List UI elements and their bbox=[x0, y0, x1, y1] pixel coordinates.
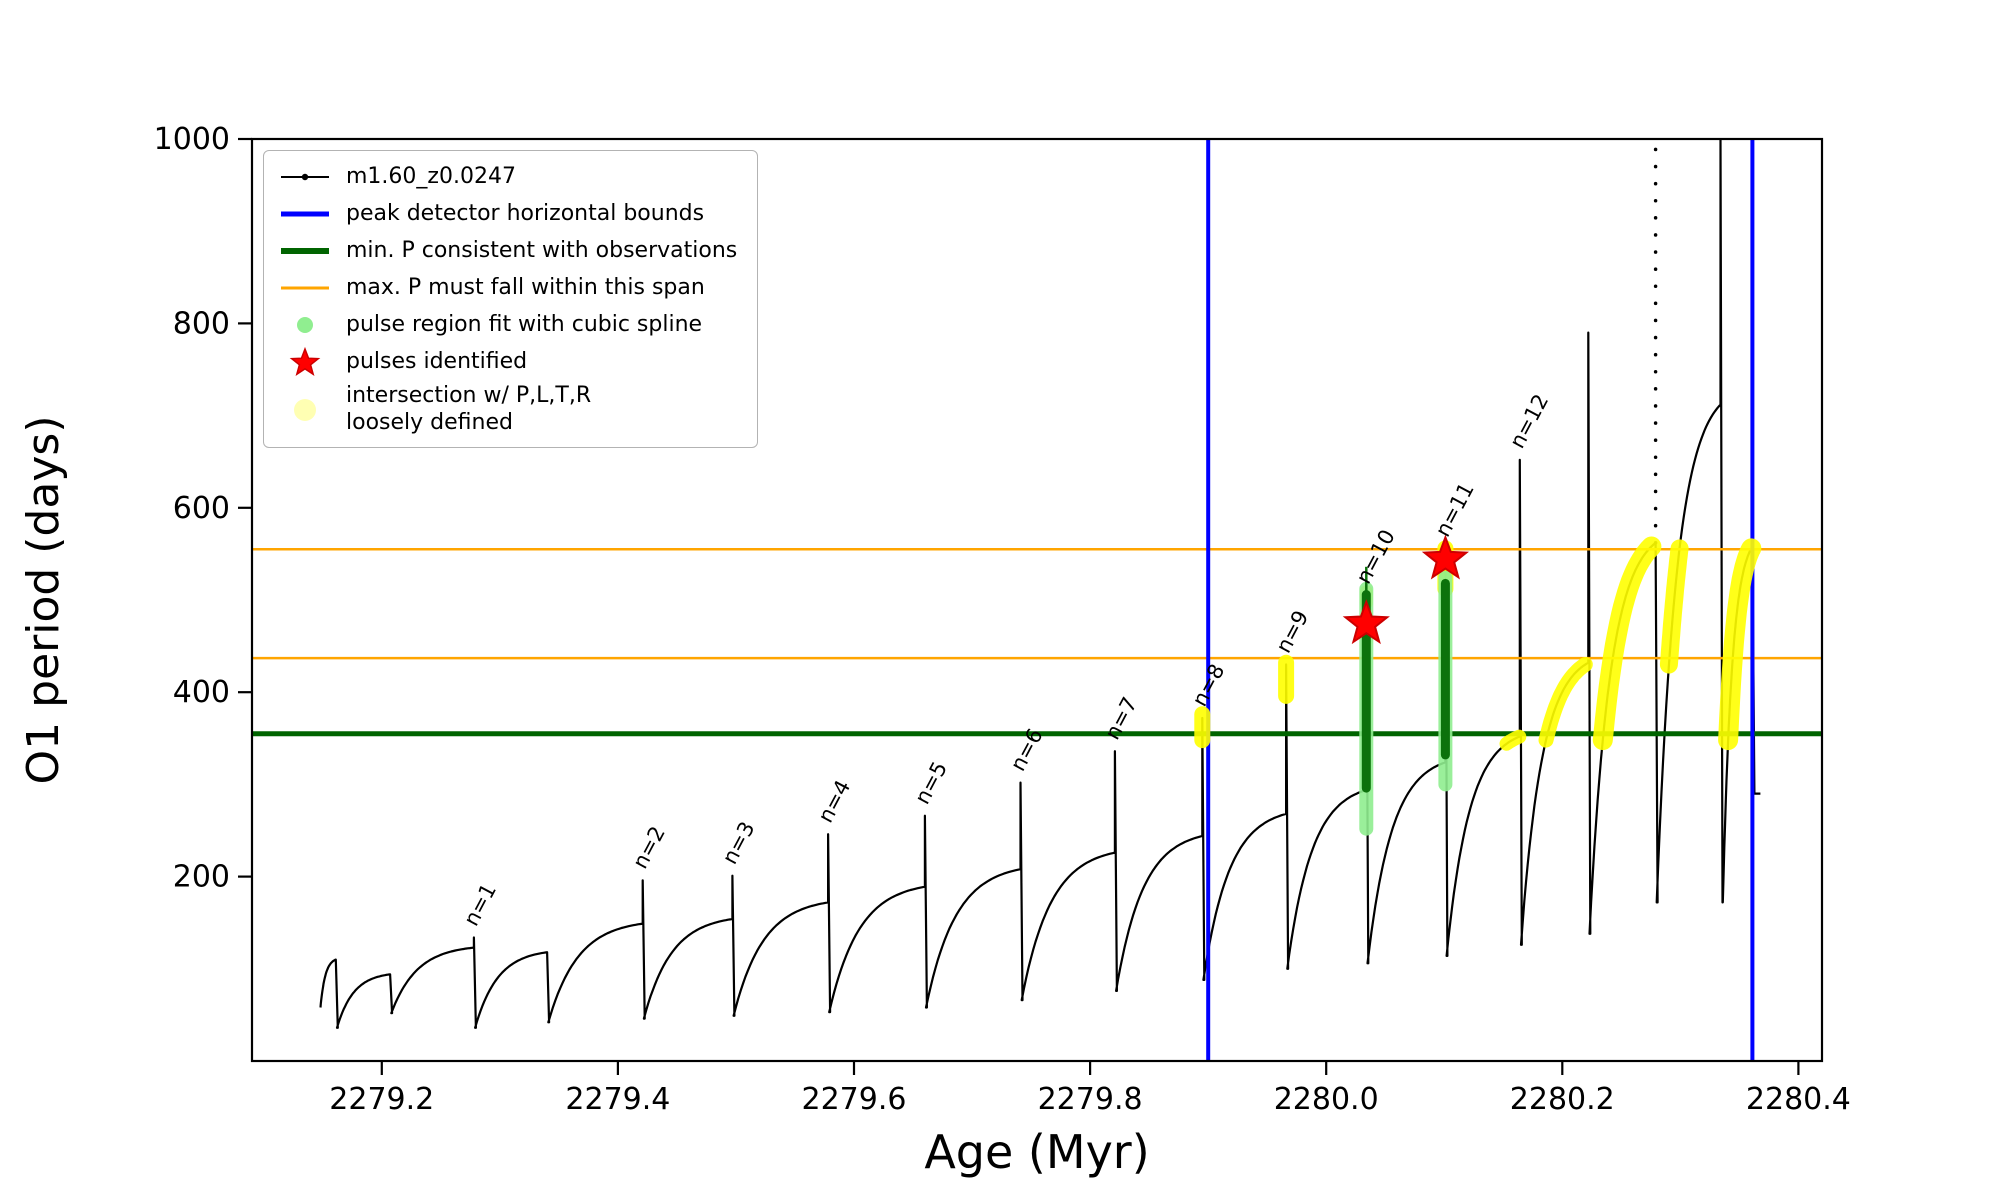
line-marker-icon bbox=[276, 161, 334, 193]
legend-dot bbox=[297, 317, 313, 333]
legend-label: peak detector horizontal bounds bbox=[346, 200, 705, 226]
legend-item: peak detector horizontal bounds bbox=[276, 198, 737, 230]
legend-label: pulses identified bbox=[346, 348, 528, 374]
legend-star bbox=[289, 346, 321, 377]
x-tick-label: 2279.2 bbox=[329, 1082, 434, 1117]
legend-item: pulse region fit with cubic spline bbox=[276, 309, 737, 341]
dot-marker-icon bbox=[276, 309, 334, 341]
line-marker-icon bbox=[276, 272, 334, 304]
x-tick-label: 2280.4 bbox=[1746, 1082, 1851, 1117]
y-tick-label: 400 bbox=[173, 675, 230, 710]
legend-label: pulse region fit with cubic spline bbox=[346, 311, 703, 337]
legend-item: min. P consistent with observations bbox=[276, 235, 737, 267]
pulse-number-label: n=9 bbox=[1271, 606, 1313, 656]
pulse-number-label: n=11 bbox=[1431, 479, 1479, 541]
legend-item: m1.60_z0.0247 bbox=[276, 161, 737, 193]
x-tick-label: 2280.0 bbox=[1274, 1082, 1379, 1117]
x-tick-label: 2279.8 bbox=[1038, 1082, 1143, 1117]
intersection-blob bbox=[1538, 657, 1593, 748]
pulse-number-label: n=12 bbox=[1505, 390, 1553, 452]
y-tick-label: 200 bbox=[173, 860, 230, 895]
pulse-number-label: n=2 bbox=[628, 822, 670, 872]
legend-label: intersection w/ P,L,T,R loosely defined bbox=[346, 383, 592, 435]
plot-data-layer bbox=[252, 139, 1822, 1061]
pulse-number-label: n=5 bbox=[910, 758, 952, 808]
intersection-blob bbox=[1659, 539, 1689, 674]
plot-spines bbox=[250, 137, 1824, 1063]
y-tick-label: 600 bbox=[173, 491, 230, 526]
y-axis-label: O1 period (days) bbox=[18, 416, 69, 785]
axes-layer: 2279.2 2279.4 2279.6 2279.8 2280.0 2280.2 2280… bbox=[154, 122, 1851, 1117]
legend-item: intersection w/ P,L,T,R loosely defined bbox=[276, 383, 737, 437]
plot-annotation-layer: n=1n=2 n=3n=4 n=5n=6n=7n=8n=9n=10n=11n=12 bbox=[459, 390, 1553, 930]
legend-label: max. P must fall within this span bbox=[346, 274, 705, 300]
pulse-number-label: n=10 bbox=[1352, 526, 1400, 588]
line-marker-icon bbox=[276, 235, 334, 267]
x-tick-label: 2279.6 bbox=[802, 1082, 907, 1117]
x-tick-label: 2280.2 bbox=[1510, 1082, 1615, 1117]
intersection-blob bbox=[1592, 536, 1662, 751]
pulse-star bbox=[1421, 534, 1469, 580]
legend-item: pulses identified bbox=[276, 346, 737, 378]
x-tick-label: 2279.4 bbox=[565, 1082, 670, 1117]
legend-point bbox=[301, 173, 309, 181]
pulse-number-label: n=8 bbox=[1188, 660, 1230, 710]
legend-item: max. P must fall within this span bbox=[276, 272, 737, 304]
pulse-number-label: n=4 bbox=[813, 776, 855, 826]
line-marker-icon bbox=[276, 198, 334, 230]
legend-label: min. P consistent with observations bbox=[346, 237, 738, 263]
intersection-blob bbox=[1499, 729, 1527, 751]
intersection-blob bbox=[1718, 538, 1762, 751]
dot-marker-icon bbox=[276, 394, 334, 426]
pulse-star bbox=[1342, 599, 1390, 645]
star-icon bbox=[276, 346, 334, 378]
y-tick-label: 800 bbox=[173, 306, 230, 341]
legend-label: m1.60_z0.0247 bbox=[346, 163, 516, 189]
x-axis-label: Age (Myr) bbox=[924, 1125, 1149, 1179]
legend-dot bbox=[294, 398, 316, 421]
pulse-number-label: n=1 bbox=[459, 879, 501, 929]
pulse-number-label: n=3 bbox=[718, 818, 760, 868]
y-tick-label: 1000 bbox=[154, 122, 230, 157]
